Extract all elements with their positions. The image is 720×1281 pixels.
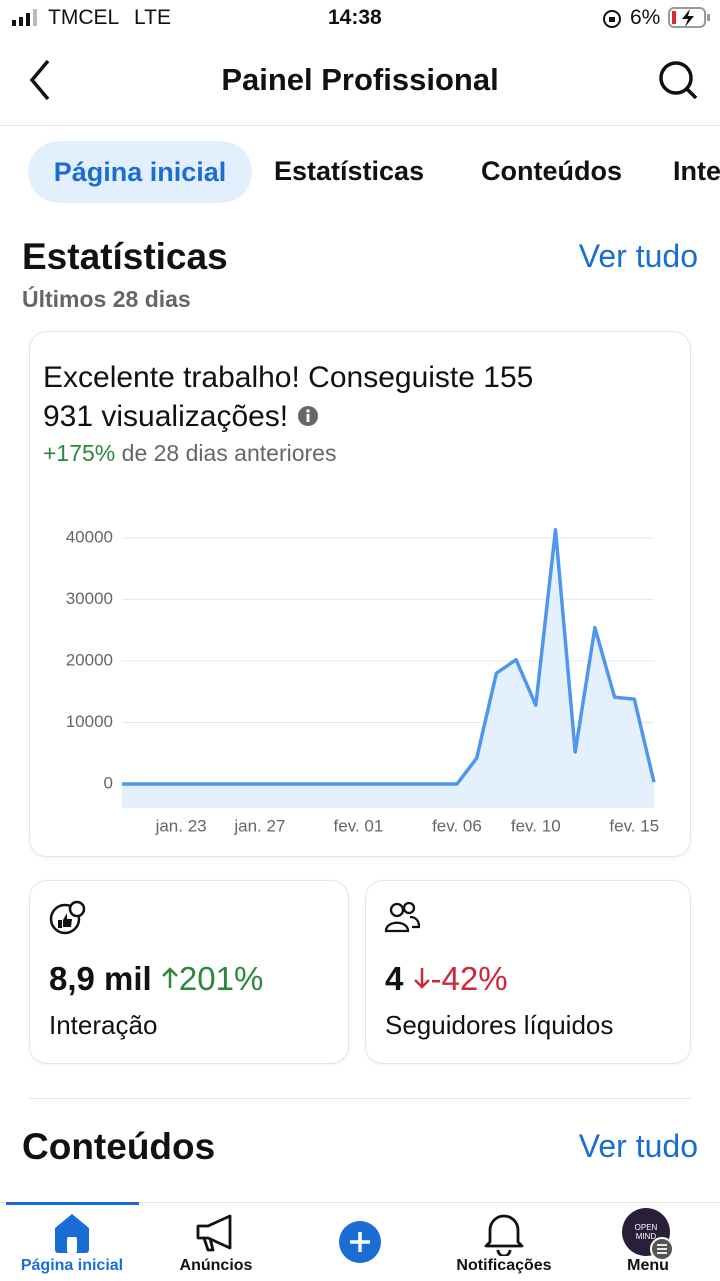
section-title: Estatísticas <box>22 236 228 277</box>
lock-icon <box>603 10 621 28</box>
down-arrow <box>413 968 430 989</box>
battery-level: 6% <box>630 6 661 29</box>
menu-badge <box>650 1237 674 1261</box>
home-icon[interactable] <box>52 1212 92 1254</box>
search-button[interactable] <box>656 58 700 102</box>
change-value: +175% <box>43 440 116 466</box>
metric-value: 8,9 mil <box>49 960 152 997</box>
info-icon[interactable] <box>297 405 319 427</box>
tab[interactable]: Inte <box>673 156 720 186</box>
followers-icon <box>384 901 420 933</box>
avatar-text: OPEN MIND <box>634 1223 658 1241</box>
nav-label[interactable]: Menu <box>627 1257 669 1274</box>
divider <box>29 1098 691 1099</box>
tab-active[interactable]: Página inicial <box>28 141 252 203</box>
nav-label[interactable]: Notificações <box>456 1257 552 1274</box>
see-all-link[interactable]: Ver tudo <box>578 238 698 274</box>
metric-card[interactable] <box>365 880 691 1064</box>
metric: 8,9 mil 201% <box>49 960 263 998</box>
chart-title: Excelente trabalho! Conseguiste 155 931 … <box>43 361 534 433</box>
ads-icon[interactable] <box>194 1212 238 1254</box>
metric-label: Interação <box>49 1010 158 1040</box>
bell-icon[interactable] <box>482 1210 526 1256</box>
carrier: TMCEL <box>48 6 120 29</box>
change-note: de 28 dias anteriores <box>121 440 337 466</box>
tab[interactable]: Estatísticas <box>274 156 425 186</box>
divider <box>0 125 720 126</box>
create-button[interactable] <box>338 1220 382 1264</box>
tab[interactable]: Conteúdos <box>481 156 622 186</box>
interaction-icon <box>49 900 86 935</box>
section-subtitle: Últimos 28 dias <box>22 286 191 312</box>
metric-change: 201% <box>178 960 264 997</box>
nav-indicator <box>6 1202 139 1205</box>
chart-headline: Excelente trabalho! Conseguiste 155 931 … <box>43 358 573 436</box>
section-title: Conteúdos <box>22 1126 216 1167</box>
metric: 4 -42% <box>385 960 508 998</box>
page-title: Painel Profissional <box>221 62 499 97</box>
metric-value: 4 <box>385 960 404 997</box>
back-button[interactable] <box>26 58 56 102</box>
nav-label[interactable]: Anúncios <box>179 1257 253 1274</box>
metric-label: Seguidores líquidos <box>385 1010 614 1040</box>
battery-icon <box>668 7 710 28</box>
metric-change: -42% <box>430 960 508 997</box>
chart-subtitle: +175% de 28 dias anteriores <box>43 440 336 467</box>
signal-icon <box>12 9 37 26</box>
up-arrow <box>162 967 178 988</box>
nav-label[interactable]: Página inicial <box>20 1257 124 1274</box>
clock: 14:38 <box>328 6 382 29</box>
network: LTE <box>134 6 171 29</box>
see-all-link[interactable]: Ver tudo <box>578 1128 698 1164</box>
